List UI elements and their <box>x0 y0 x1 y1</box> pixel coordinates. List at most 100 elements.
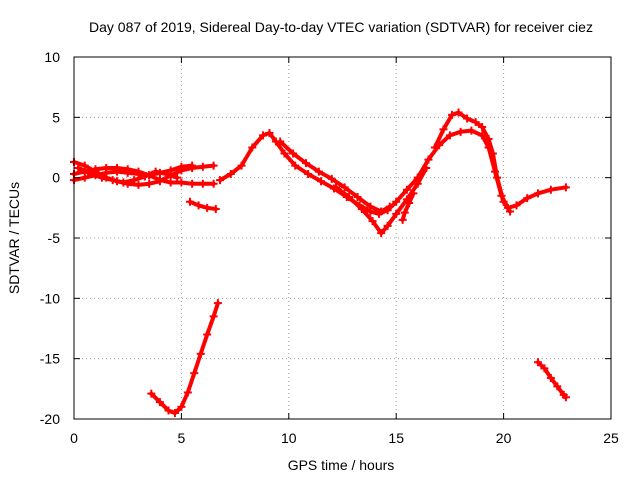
tick-labels: 0 5 10 15 20 25 10 5 0 -5 -10 -15 -20 <box>40 49 619 446</box>
data-point <box>259 131 268 140</box>
data-point <box>162 170 171 179</box>
data-point <box>405 199 414 208</box>
data-point <box>454 108 463 117</box>
data-point <box>445 131 454 140</box>
data-point <box>289 149 298 158</box>
data-point <box>151 167 160 176</box>
data-point <box>291 161 300 170</box>
data-point <box>209 312 218 321</box>
data-point <box>301 159 310 168</box>
data-point <box>188 161 197 170</box>
y-tick-label: -5 <box>48 230 61 246</box>
series-line <box>334 166 429 236</box>
x-axis-label: GPS time / hours <box>288 457 395 473</box>
data-point <box>164 406 173 415</box>
data-point <box>392 197 401 206</box>
x-tick-label: 5 <box>178 430 186 446</box>
series-dip-arc <box>147 299 222 417</box>
data-point <box>383 221 392 230</box>
data-point <box>147 389 156 398</box>
data-point <box>198 179 207 188</box>
data-point <box>533 189 542 198</box>
data-point <box>546 185 555 194</box>
data-point <box>448 110 457 119</box>
data-point <box>216 176 225 185</box>
series-short-segment <box>185 197 220 214</box>
data-point <box>97 173 106 182</box>
data-point <box>456 127 465 136</box>
y-tick-label: -15 <box>40 351 60 367</box>
data-point <box>280 149 289 158</box>
data-point <box>237 161 246 170</box>
data-point <box>74 164 83 173</box>
data-point <box>276 137 285 146</box>
data-point <box>155 176 164 185</box>
y-tick-label: -20 <box>40 411 60 427</box>
data-point <box>213 299 222 308</box>
data-point <box>177 402 186 411</box>
data-point <box>314 167 323 176</box>
data-point <box>385 202 394 211</box>
data-point <box>499 197 508 206</box>
data-point <box>368 217 377 226</box>
series-arc-lower-a <box>332 164 431 238</box>
data-point <box>304 170 313 179</box>
data-point <box>248 143 257 152</box>
data-point <box>170 408 179 417</box>
data-point <box>130 176 139 185</box>
data-point <box>377 229 386 238</box>
series-arc-upper-a <box>276 137 394 216</box>
data-point <box>340 183 349 192</box>
data-point <box>327 174 336 183</box>
data-point <box>173 173 182 182</box>
y-tick-label: 0 <box>52 170 60 186</box>
data-point <box>478 122 487 131</box>
data-point <box>344 192 353 201</box>
x-tick-label: 25 <box>603 430 619 446</box>
data-point <box>512 201 521 210</box>
data-point <box>409 189 418 198</box>
data-point <box>493 173 502 182</box>
data-point <box>190 369 199 378</box>
data-point <box>112 167 121 176</box>
data-point <box>400 208 409 217</box>
data-point <box>430 143 439 152</box>
axis-ticks <box>73 56 612 420</box>
series-morning-d <box>74 164 182 187</box>
data-point <box>203 330 212 339</box>
data-point <box>317 177 326 186</box>
y-tick-label: -10 <box>40 290 60 306</box>
data-point <box>523 194 532 203</box>
y-axis-label: SDTVAR / TECUs <box>6 182 22 294</box>
data-point <box>467 126 476 135</box>
y-tick-label: 10 <box>44 49 60 65</box>
data-point <box>166 166 175 175</box>
data-point <box>108 176 117 185</box>
data-point <box>102 168 111 177</box>
data-point <box>471 118 480 127</box>
data-point <box>484 135 493 144</box>
data-point <box>506 207 515 216</box>
series-line <box>278 139 392 214</box>
data-point <box>561 393 570 402</box>
data-point <box>80 173 89 182</box>
data-point <box>357 205 366 214</box>
data-point <box>177 178 186 187</box>
data-point <box>166 178 175 187</box>
grid-lines <box>74 57 611 419</box>
data-point <box>422 164 431 173</box>
data-point <box>183 388 192 397</box>
data-point <box>211 205 220 214</box>
data-point <box>553 382 562 391</box>
data-point <box>398 215 407 224</box>
data-point <box>402 185 411 194</box>
data-point <box>366 202 375 211</box>
data-point <box>265 129 274 138</box>
plot-area <box>70 108 570 417</box>
x-tick-label: 15 <box>388 430 404 446</box>
data-point <box>392 209 401 218</box>
x-tick-label: 10 <box>281 430 297 446</box>
data-point <box>561 183 570 192</box>
data-point <box>123 168 132 177</box>
